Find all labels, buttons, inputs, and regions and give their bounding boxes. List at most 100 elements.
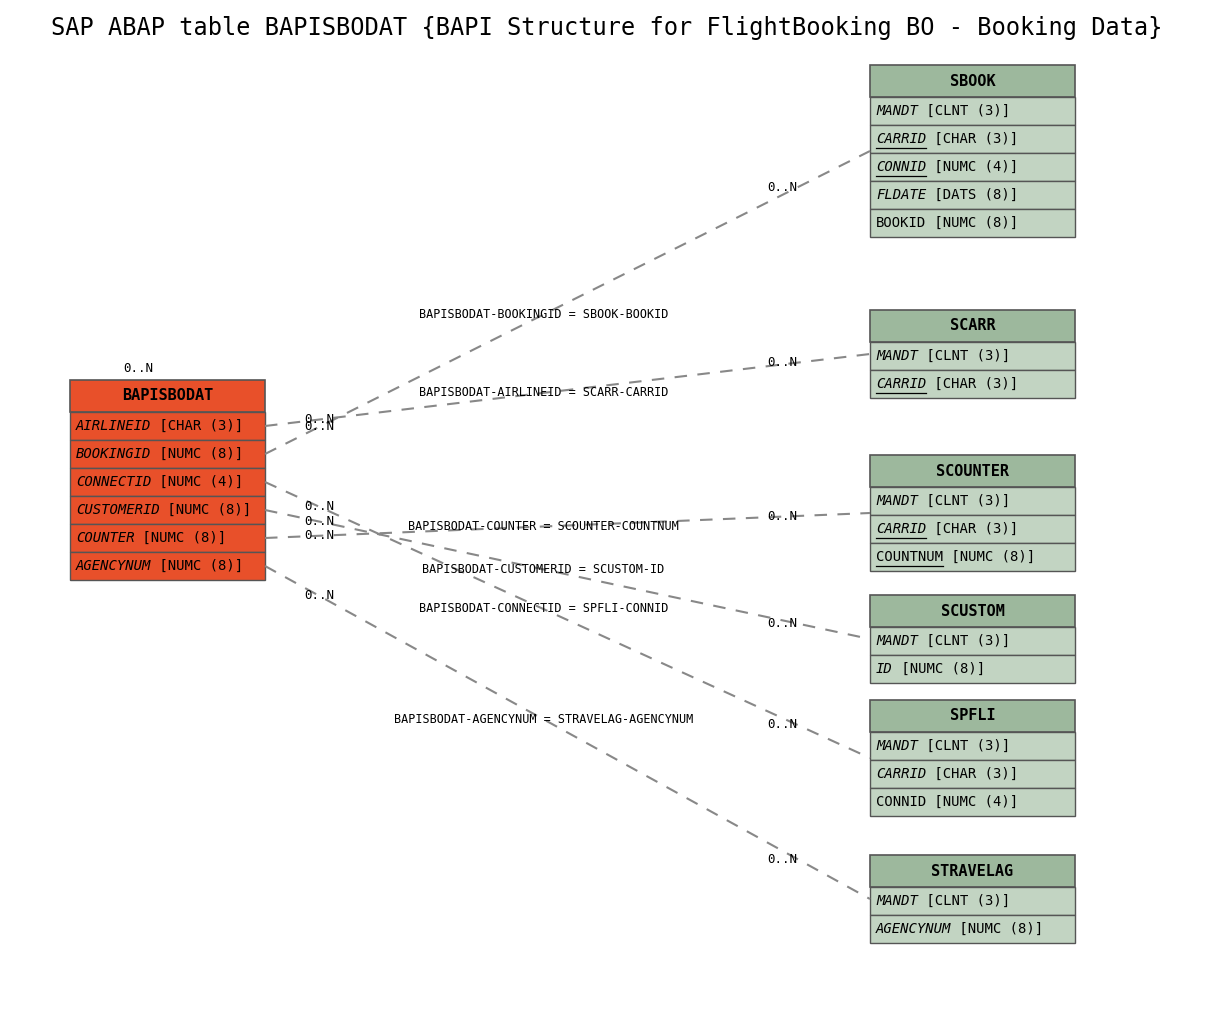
Text: [CLNT (3)]: [CLNT (3)] bbox=[918, 104, 1009, 118]
Text: 0..N: 0..N bbox=[768, 509, 797, 523]
Text: [NUMC (8)]: [NUMC (8)] bbox=[893, 662, 985, 676]
Text: CONNID: CONNID bbox=[876, 159, 927, 174]
Text: FLDATE: FLDATE bbox=[876, 188, 927, 202]
Text: [NUMC (8)]: [NUMC (8)] bbox=[150, 559, 243, 573]
Text: [NUMC (8)]: [NUMC (8)] bbox=[943, 549, 1035, 564]
Bar bbox=[70, 524, 264, 552]
Bar bbox=[870, 125, 1075, 153]
Bar bbox=[70, 380, 264, 412]
Bar bbox=[870, 855, 1075, 887]
Text: AGENCYNUM: AGENCYNUM bbox=[876, 922, 951, 936]
Text: SCOUNTER: SCOUNTER bbox=[936, 463, 1009, 478]
Text: [NUMC (8)]: [NUMC (8)] bbox=[951, 922, 1043, 936]
Bar bbox=[870, 760, 1075, 788]
Text: [NUMC (8)]: [NUMC (8)] bbox=[926, 216, 1018, 230]
Text: BAPISBODAT: BAPISBODAT bbox=[121, 389, 213, 403]
Text: 0..N: 0..N bbox=[304, 590, 335, 602]
Text: SBOOK: SBOOK bbox=[950, 73, 996, 88]
Text: STRAVELAG: STRAVELAG bbox=[932, 863, 1014, 879]
Bar bbox=[870, 543, 1075, 571]
Bar bbox=[70, 496, 264, 524]
Text: SAP ABAP table BAPISBODAT {BAPI Structure for FlightBooking BO - Booking Data}: SAP ABAP table BAPISBODAT {BAPI Structur… bbox=[51, 16, 1162, 40]
Text: [CHAR (3)]: [CHAR (3)] bbox=[926, 132, 1018, 146]
Text: MANDT: MANDT bbox=[876, 349, 918, 363]
Text: SCARR: SCARR bbox=[950, 319, 996, 333]
Text: MANDT: MANDT bbox=[876, 634, 918, 648]
Bar bbox=[870, 455, 1075, 487]
Text: CARRID: CARRID bbox=[876, 377, 927, 391]
Text: CUSTOMERID: CUSTOMERID bbox=[76, 503, 160, 517]
Bar bbox=[870, 514, 1075, 543]
Bar bbox=[870, 887, 1075, 915]
Text: [DATS (8)]: [DATS (8)] bbox=[926, 188, 1018, 202]
Bar bbox=[870, 181, 1075, 209]
Text: 0..N: 0..N bbox=[304, 413, 335, 426]
Bar bbox=[870, 97, 1075, 125]
Text: SPFLI: SPFLI bbox=[950, 709, 996, 723]
Text: ID: ID bbox=[876, 662, 893, 676]
Text: AGENCYNUM: AGENCYNUM bbox=[76, 559, 152, 573]
Bar bbox=[70, 412, 264, 440]
Bar bbox=[870, 65, 1075, 97]
Text: 0..N: 0..N bbox=[124, 361, 153, 375]
Text: [CHAR (3)]: [CHAR (3)] bbox=[926, 522, 1018, 536]
Bar bbox=[870, 487, 1075, 514]
Text: [NUMC (8)]: [NUMC (8)] bbox=[150, 447, 243, 461]
Text: BAPISBODAT-AGENCYNUM = STRAVELAG-AGENCYNUM: BAPISBODAT-AGENCYNUM = STRAVELAG-AGENCYN… bbox=[394, 713, 693, 725]
Text: 0..N: 0..N bbox=[768, 617, 797, 630]
Text: MANDT: MANDT bbox=[876, 739, 918, 753]
Text: [CLNT (3)]: [CLNT (3)] bbox=[918, 894, 1009, 908]
Text: MANDT: MANDT bbox=[876, 494, 918, 508]
Text: CONNID: CONNID bbox=[876, 795, 927, 809]
Bar bbox=[870, 595, 1075, 627]
Text: BAPISBODAT-CONNECTID = SPFLI-CONNID: BAPISBODAT-CONNECTID = SPFLI-CONNID bbox=[418, 602, 668, 615]
Text: [NUMC (8)]: [NUMC (8)] bbox=[135, 531, 227, 545]
Text: SCUSTOM: SCUSTOM bbox=[940, 603, 1004, 618]
Text: 0..N: 0..N bbox=[304, 420, 335, 433]
Bar bbox=[870, 788, 1075, 816]
Bar bbox=[870, 370, 1075, 398]
Text: BOOKID: BOOKID bbox=[876, 216, 927, 230]
Bar bbox=[870, 310, 1075, 342]
Text: BAPISBODAT-COUNTER = SCOUNTER-COUNTNUM: BAPISBODAT-COUNTER = SCOUNTER-COUNTNUM bbox=[408, 520, 679, 533]
Text: [NUMC (8)]: [NUMC (8)] bbox=[159, 503, 251, 517]
Bar bbox=[870, 915, 1075, 943]
Text: [NUMC (4)]: [NUMC (4)] bbox=[150, 475, 243, 489]
Text: BOOKINGID: BOOKINGID bbox=[76, 447, 152, 461]
Text: [CHAR (3)]: [CHAR (3)] bbox=[926, 377, 1018, 391]
Text: CARRID: CARRID bbox=[876, 767, 927, 781]
Bar bbox=[870, 153, 1075, 181]
Text: AIRLINEID: AIRLINEID bbox=[76, 419, 152, 433]
Text: BAPISBODAT-AIRLINEID = SCARR-CARRID: BAPISBODAT-AIRLINEID = SCARR-CARRID bbox=[418, 386, 668, 399]
Text: 0..N: 0..N bbox=[768, 718, 797, 732]
Text: 0..N: 0..N bbox=[304, 516, 335, 528]
Text: BAPISBODAT-BOOKINGID = SBOOK-BOOKID: BAPISBODAT-BOOKINGID = SBOOK-BOOKID bbox=[418, 308, 668, 321]
Text: [CLNT (3)]: [CLNT (3)] bbox=[918, 739, 1009, 753]
Bar bbox=[870, 209, 1075, 237]
Bar bbox=[70, 468, 264, 496]
Bar bbox=[870, 732, 1075, 760]
Text: 0..N: 0..N bbox=[768, 853, 797, 865]
Text: [CLNT (3)]: [CLNT (3)] bbox=[918, 634, 1009, 648]
Text: COUNTNUM: COUNTNUM bbox=[876, 549, 943, 564]
Text: 0..N: 0..N bbox=[304, 500, 335, 513]
Text: CONNECTID: CONNECTID bbox=[76, 475, 152, 489]
Text: 0..N: 0..N bbox=[768, 181, 797, 193]
Bar bbox=[870, 627, 1075, 655]
Bar bbox=[870, 700, 1075, 732]
Bar bbox=[70, 440, 264, 468]
Text: [CHAR (3)]: [CHAR (3)] bbox=[150, 419, 243, 433]
Text: COUNTER: COUNTER bbox=[76, 531, 135, 545]
Text: [NUMC (4)]: [NUMC (4)] bbox=[926, 159, 1018, 174]
Text: 0..N: 0..N bbox=[304, 529, 335, 542]
Bar bbox=[870, 655, 1075, 683]
Text: MANDT: MANDT bbox=[876, 104, 918, 118]
Text: [CLNT (3)]: [CLNT (3)] bbox=[918, 494, 1009, 508]
Text: 0..N: 0..N bbox=[768, 356, 797, 369]
Bar bbox=[870, 342, 1075, 370]
Text: CARRID: CARRID bbox=[876, 132, 927, 146]
Text: [NUMC (4)]: [NUMC (4)] bbox=[926, 795, 1018, 809]
Text: BAPISBODAT-CUSTOMERID = SCUSTOM-ID: BAPISBODAT-CUSTOMERID = SCUSTOM-ID bbox=[422, 563, 665, 576]
Text: CARRID: CARRID bbox=[876, 522, 927, 536]
Text: [CLNT (3)]: [CLNT (3)] bbox=[918, 349, 1009, 363]
